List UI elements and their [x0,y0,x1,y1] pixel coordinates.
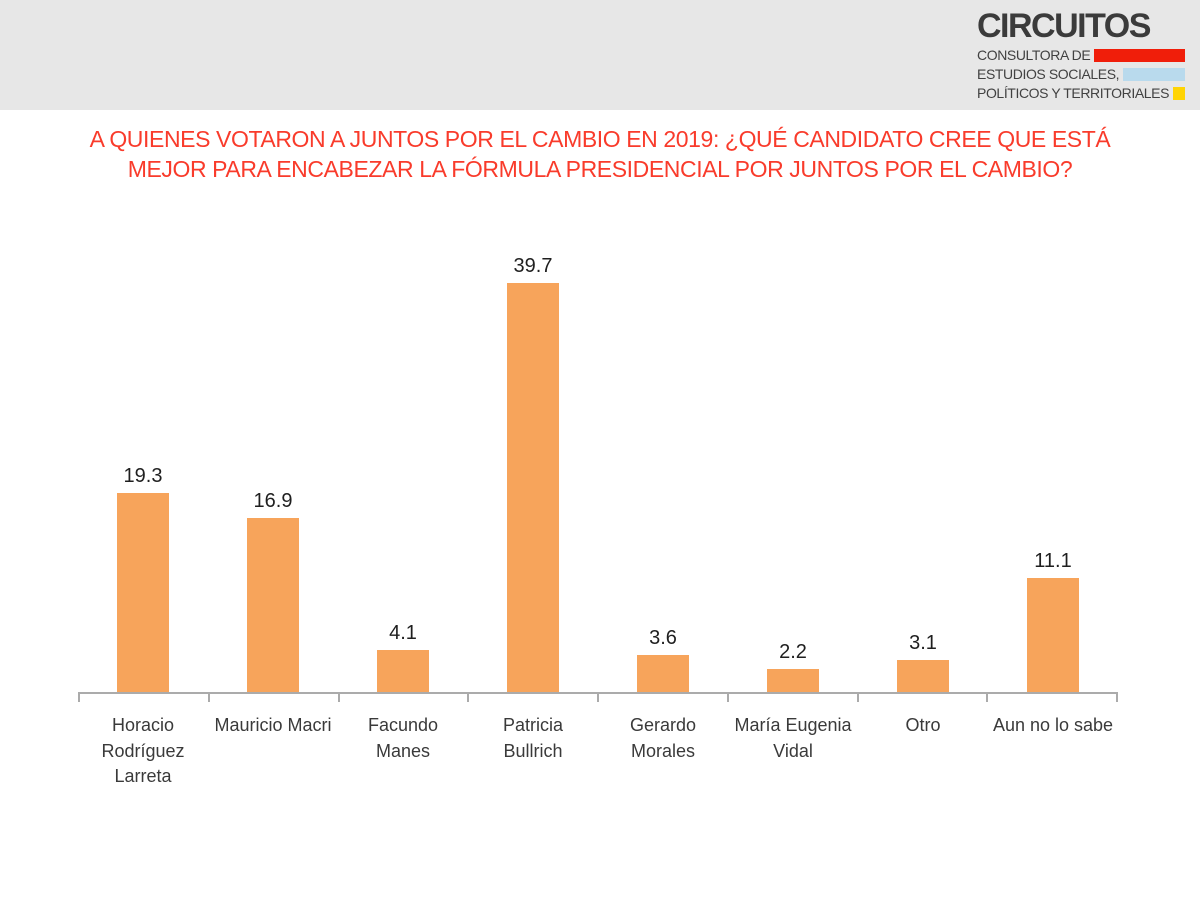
bar [1027,578,1079,692]
logo-line-text: CONSULTORA DE [977,47,1091,64]
bar-column: 11.1 [988,551,1118,692]
bar [767,669,819,692]
bar-value-label: 3.1 [909,632,937,654]
axis-tick [856,694,987,702]
category-label: Patricia Bullrich [502,715,564,761]
axis-tick [597,694,727,702]
bar-value-label: 19.3 [123,465,163,487]
bar-value-label: 11.1 [1034,550,1072,572]
bar-column: 39.7 [468,256,598,692]
axis-tick [207,694,338,702]
bar-value-label: 4.1 [389,622,417,644]
logo-color-bar-blue [1123,67,1185,81]
bar [247,518,299,692]
bar [507,283,559,692]
plot-area: 19.3 16.9 4.1 39.7 3.6 2.2 3.1 11.1 [78,250,1118,692]
bar-column: 19.3 [78,466,208,692]
bar-column: 4.1 [338,623,468,692]
axis-tick [467,694,597,702]
category-label: Aun no lo sabe [992,715,1114,735]
category-label: Facundo Manes [367,715,439,761]
bar [897,660,949,692]
logo-line: CONSULTORA DE [977,46,1185,64]
axis-tick [337,694,468,702]
category-label: Horacio Rodríguez Larreta [101,715,185,787]
category-label: Mauricio Macri [214,715,332,735]
header-band: CIRCUITOS CONSULTORA DE ESTUDIOS SOCIALE… [0,0,1200,110]
category-label: Otro [905,715,941,735]
logo-line-text: POLÍTICOS Y TERRITORIALES [977,85,1170,102]
bar-column: 3.1 [858,633,988,692]
category-label: Gerardo Morales [629,715,697,761]
bar [377,650,429,692]
bar [637,655,689,692]
logo-line: POLÍTICOS Y TERRITORIALES [977,84,1185,102]
bar-value-label: 2.2 [779,641,807,663]
logo-title: CIRCUITOS [977,7,1151,45]
bar-column: 16.9 [208,491,338,692]
x-axis [78,692,1118,702]
axis-tick [726,694,857,702]
bar-column: 2.2 [728,642,858,692]
axis-tick [78,694,208,702]
page-title: A QUIENES VOTARON A JUNTOS POR EL CAMBIO… [80,124,1120,185]
page-title-line-1: A QUIENES VOTARON A JUNTOS POR EL CAMBIO… [89,126,1111,152]
logo-line-text: ESTUDIOS SOCIALES, [977,66,1120,83]
bar [117,493,169,692]
bar-chart: 19.3 16.9 4.1 39.7 3.6 2.2 3.1 11.1 Horacio Rod… [78,250,1118,790]
category-label: María Eugenia Vidal [734,715,852,761]
logo-color-bar-yellow [1173,86,1185,100]
page-title-line-2: MEJOR PARA ENCABEZAR LA FÓRMULA PRESIDEN… [127,156,1073,183]
axis-tick [986,694,1116,702]
logo: CIRCUITOS CONSULTORA DE ESTUDIOS SOCIALE… [977,7,1185,102]
bar-column: 3.6 [598,628,728,692]
logo-line: ESTUDIOS SOCIALES, [977,65,1185,83]
logo-color-bar-red [1094,48,1185,62]
bar-value-label: 16.9 [253,490,293,512]
bar-value-label: 3.6 [649,627,677,649]
category-labels: Horacio Rodríguez Larreta Mauricio Macri F… [78,713,1118,790]
bar-value-label: 39.7 [513,255,553,277]
